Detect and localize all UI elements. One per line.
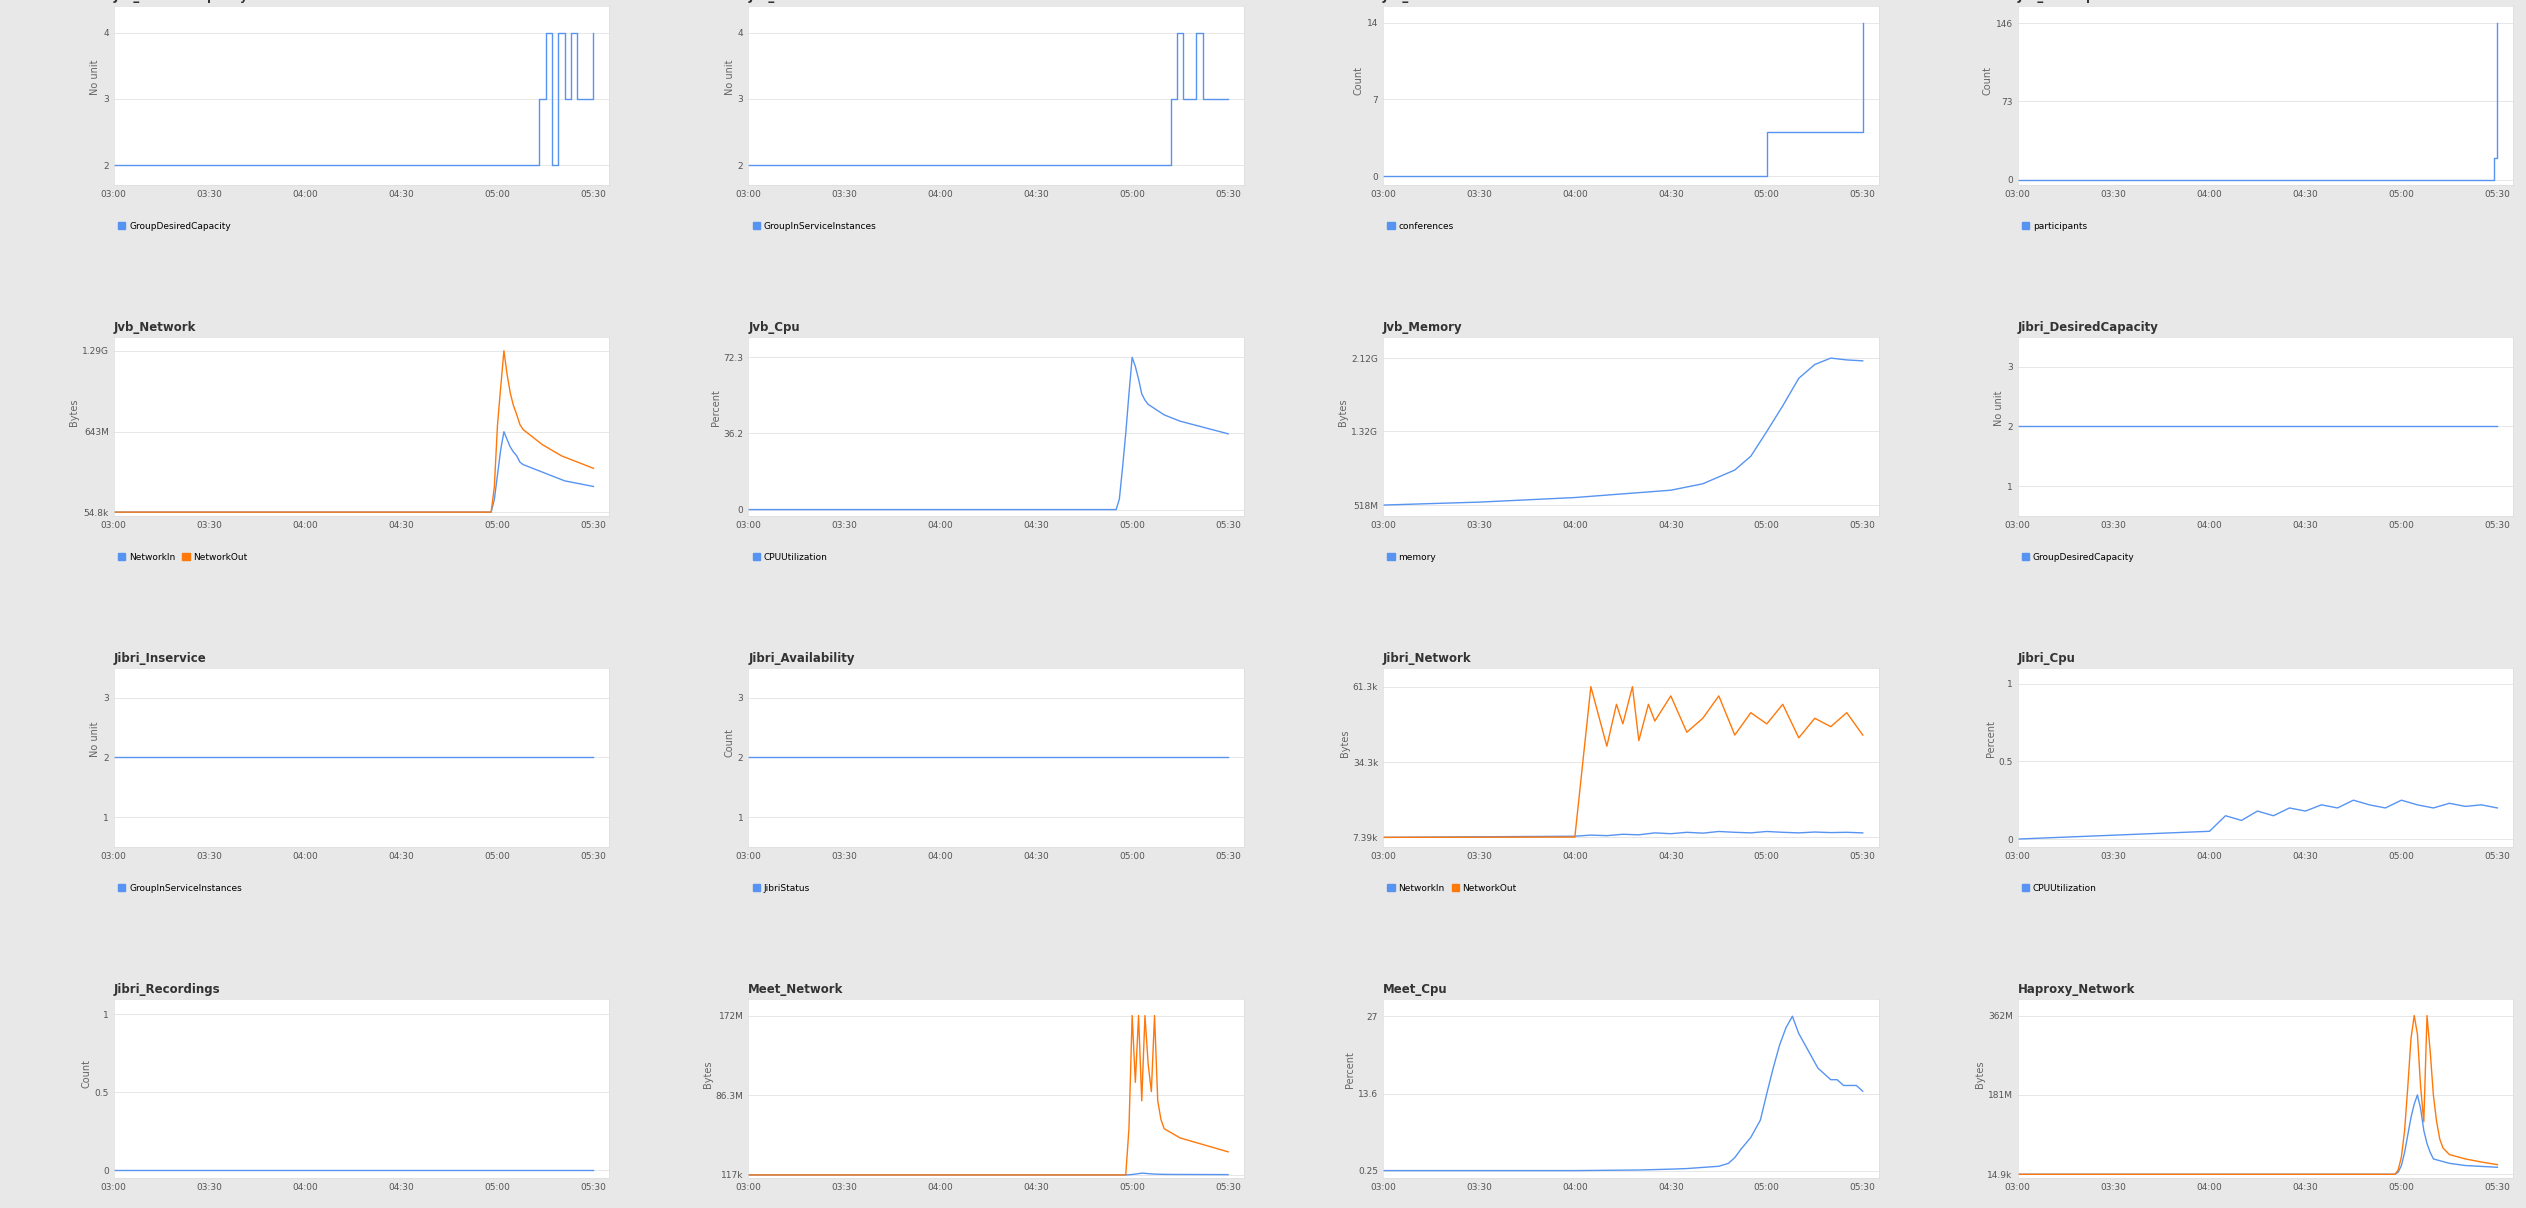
- Legend: CPUUtilization: CPUUtilization: [2023, 883, 2097, 893]
- Legend: participants: participants: [2023, 221, 2086, 231]
- Text: Jvb_Network: Jvb_Network: [114, 321, 197, 335]
- Text: Jibri_Cpu: Jibri_Cpu: [2018, 652, 2076, 666]
- Text: Jvb_Memory: Jvb_Memory: [1382, 321, 1463, 335]
- Text: Jvb_Cpu: Jvb_Cpu: [748, 321, 801, 335]
- Y-axis label: Bytes: Bytes: [702, 1061, 712, 1088]
- Y-axis label: No unit: No unit: [91, 60, 101, 95]
- Y-axis label: Count: Count: [1983, 66, 1993, 95]
- Y-axis label: Bytes: Bytes: [1339, 730, 1349, 757]
- Y-axis label: Bytes: Bytes: [1339, 399, 1349, 426]
- Legend: GroupDesiredCapacity: GroupDesiredCapacity: [2023, 552, 2134, 562]
- Legend: CPUUtilization: CPUUtilization: [753, 552, 829, 562]
- Y-axis label: No unit: No unit: [725, 60, 735, 95]
- Text: Jvb_Participants: Jvb_Participants: [2018, 0, 2124, 4]
- Text: Jvb_DesiredCapacity: Jvb_DesiredCapacity: [114, 0, 248, 4]
- Text: Jibri_Availability: Jibri_Availability: [748, 652, 854, 666]
- Text: Jibri_Network: Jibri_Network: [1382, 652, 1473, 666]
- Legend: NetworkIn, NetworkOut: NetworkIn, NetworkOut: [119, 552, 248, 562]
- Text: Meet_Cpu: Meet_Cpu: [1382, 983, 1447, 997]
- Y-axis label: No unit: No unit: [91, 722, 101, 757]
- Legend: GroupDesiredCapacity: GroupDesiredCapacity: [119, 221, 230, 231]
- Y-axis label: Bytes: Bytes: [1975, 1061, 1985, 1088]
- Y-axis label: Count: Count: [725, 728, 735, 757]
- Text: Jibri_Recordings: Jibri_Recordings: [114, 983, 220, 997]
- Legend: NetworkIn, NetworkOut: NetworkIn, NetworkOut: [1387, 883, 1516, 893]
- Legend: GroupInServiceInstances: GroupInServiceInstances: [119, 883, 242, 893]
- Y-axis label: Count: Count: [1354, 66, 1364, 95]
- Y-axis label: No unit: No unit: [1993, 391, 2003, 426]
- Text: Haproxy_Network: Haproxy_Network: [2018, 983, 2134, 997]
- Y-axis label: Count: Count: [81, 1059, 91, 1088]
- Y-axis label: Percent: Percent: [1985, 720, 1996, 757]
- Legend: conferences: conferences: [1387, 221, 1452, 231]
- Text: Jibri_DesiredCapacity: Jibri_DesiredCapacity: [2018, 321, 2157, 335]
- Text: Meet_Network: Meet_Network: [748, 983, 844, 997]
- Y-axis label: Percent: Percent: [710, 389, 720, 426]
- Y-axis label: Bytes: Bytes: [68, 399, 78, 426]
- Y-axis label: Percent: Percent: [1346, 1051, 1354, 1088]
- Legend: JibriStatus: JibriStatus: [753, 883, 811, 893]
- Text: Jvb_Conferences: Jvb_Conferences: [1382, 0, 1493, 4]
- Text: Jibri_Inservice: Jibri_Inservice: [114, 652, 207, 666]
- Legend: GroupInServiceInstances: GroupInServiceInstances: [753, 221, 877, 231]
- Text: Jvb_Inservice: Jvb_Inservice: [748, 0, 834, 4]
- Legend: memory: memory: [1387, 552, 1435, 562]
